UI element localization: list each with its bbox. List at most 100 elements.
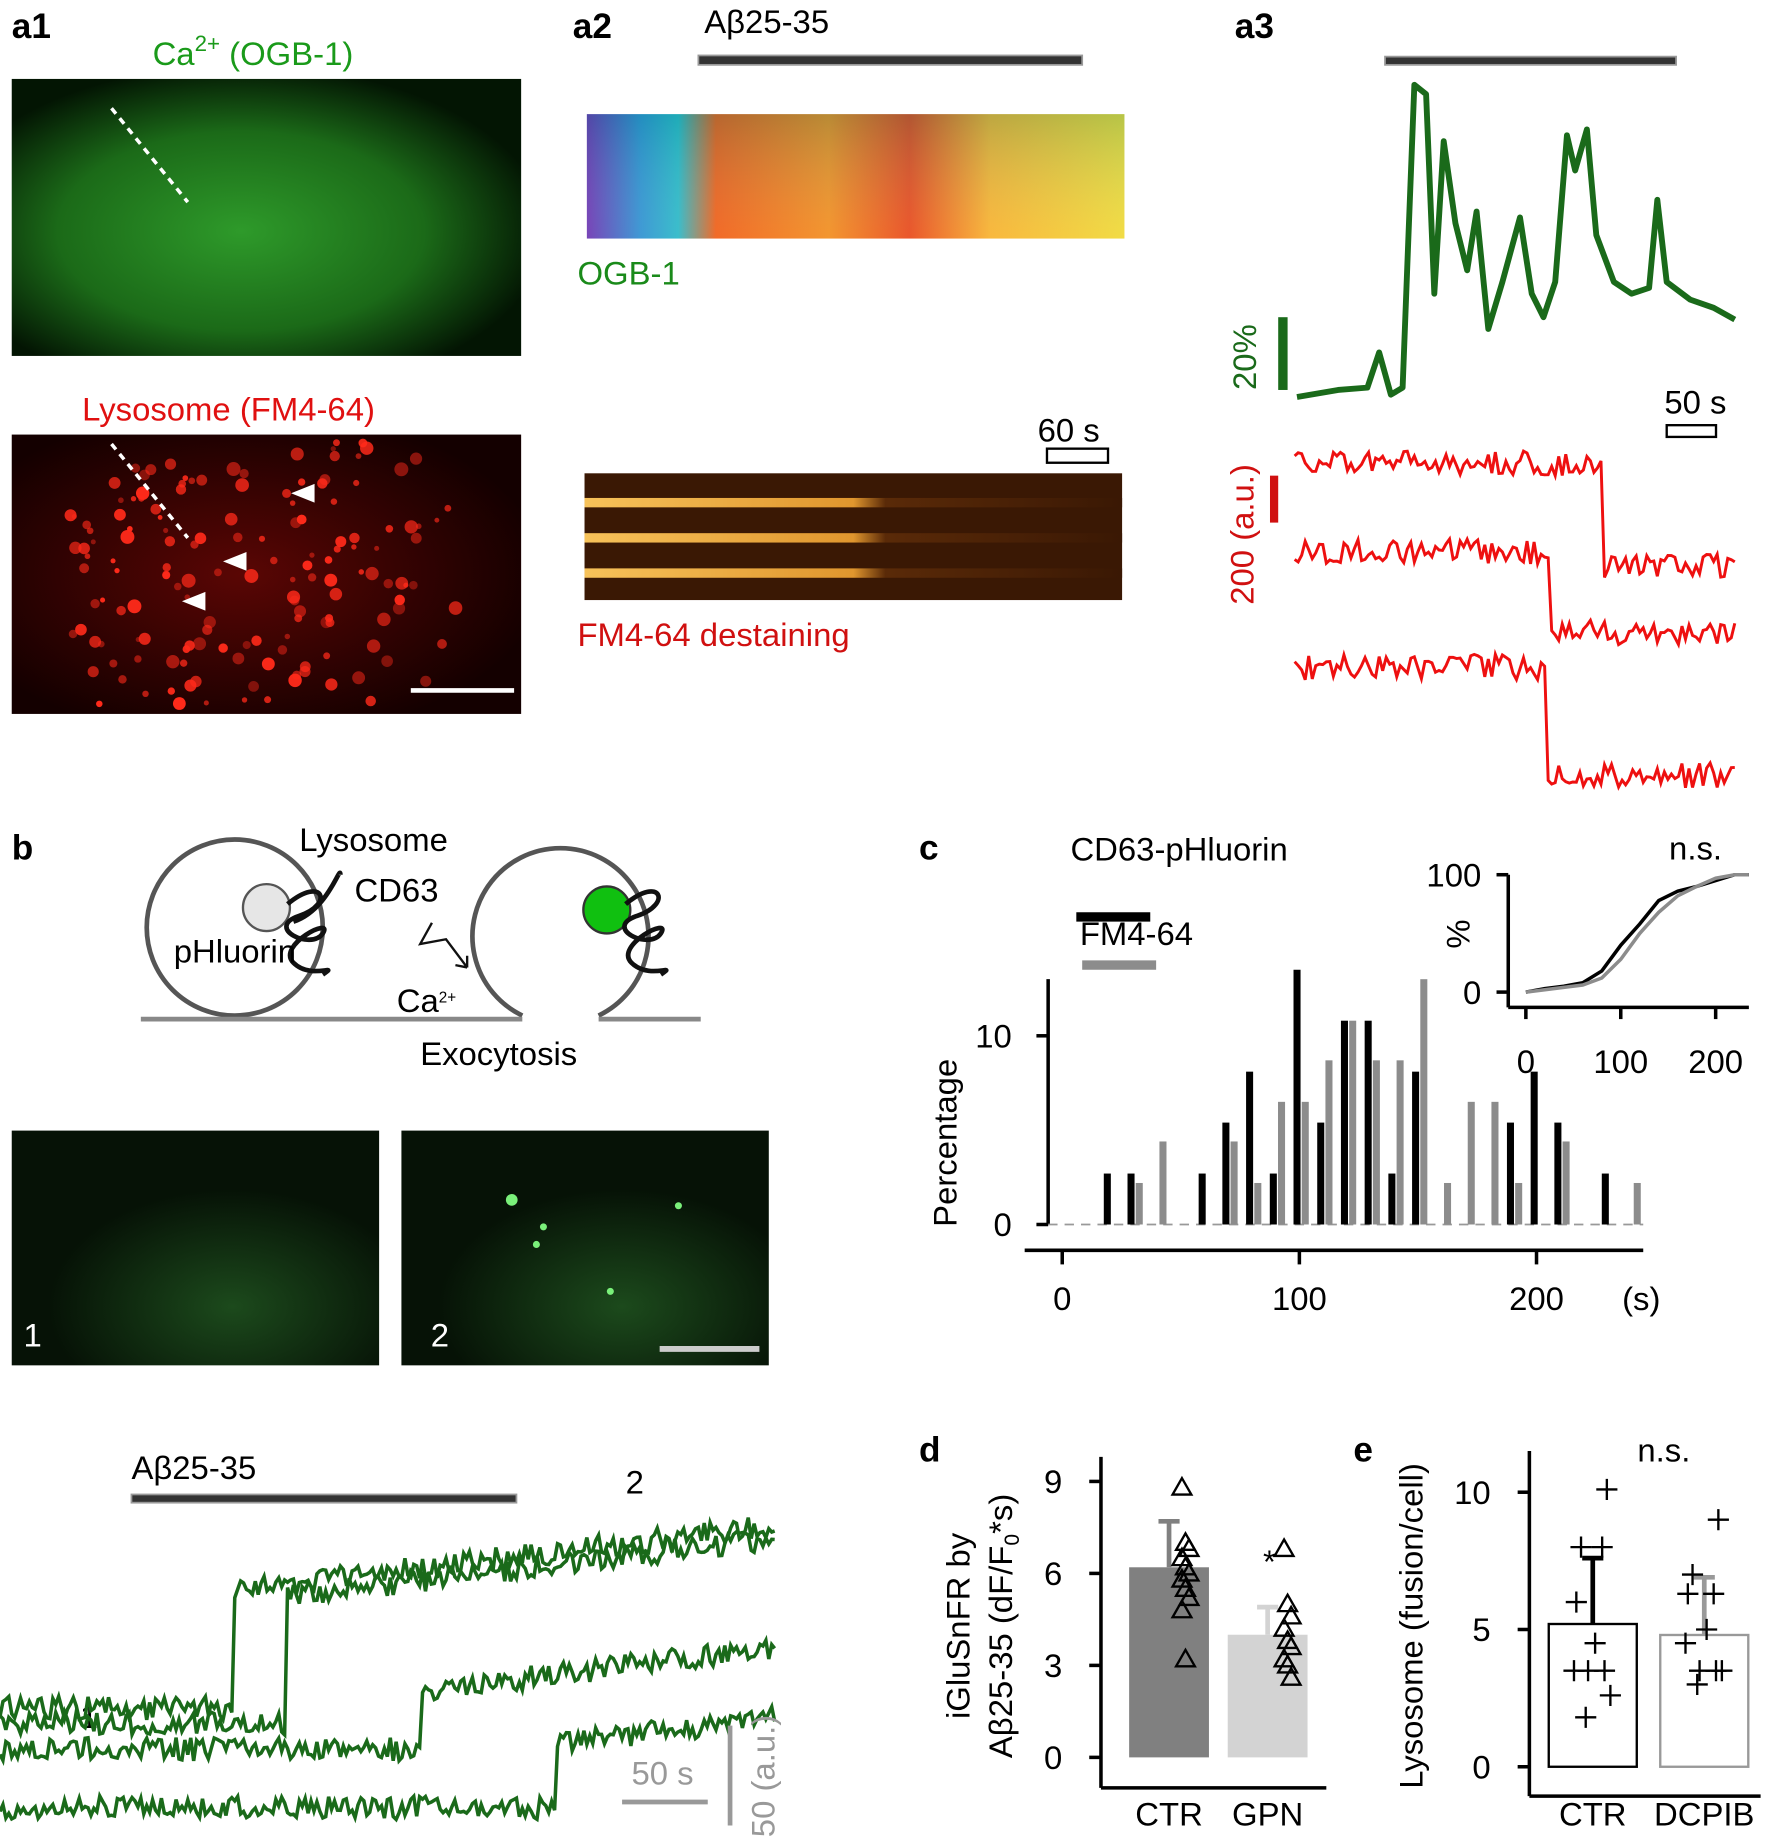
punctum bbox=[181, 573, 196, 588]
x-tick-label: 100 bbox=[1272, 1280, 1327, 1317]
punctum bbox=[394, 462, 409, 477]
histogram-bar bbox=[1301, 1101, 1309, 1225]
punctum bbox=[130, 496, 137, 502]
punctum bbox=[75, 623, 87, 636]
schematic-label: Lysosome bbox=[299, 821, 448, 858]
x-tick-label: CTR bbox=[1559, 1795, 1627, 1832]
y-tick-label: 0 bbox=[1044, 1739, 1062, 1776]
punctum bbox=[172, 697, 186, 710]
label-superscript: 2+ bbox=[439, 990, 456, 1007]
punctum bbox=[297, 478, 306, 486]
cd63 bbox=[284, 870, 343, 977]
punctum bbox=[116, 605, 126, 616]
punctum bbox=[174, 582, 182, 591]
panel-b: b Lysosome CD63 pHluorin Ca2+ Exocytosis… bbox=[0, 821, 782, 1837]
time-point: 2 bbox=[626, 1463, 644, 1500]
punctum bbox=[409, 580, 418, 590]
punctum bbox=[162, 571, 171, 580]
histogram-bar bbox=[1159, 1141, 1167, 1225]
histogram-bar bbox=[1254, 1182, 1262, 1225]
panel-label: d bbox=[919, 1431, 941, 1470]
punctum bbox=[214, 568, 222, 577]
error-bar bbox=[1257, 1604, 1279, 1635]
label-subscript: 0 bbox=[1001, 1534, 1024, 1546]
data-point bbox=[1170, 1475, 1194, 1496]
punctum bbox=[142, 690, 149, 698]
punctum bbox=[352, 671, 366, 685]
histogram-bar bbox=[1601, 1173, 1609, 1225]
punctum bbox=[134, 655, 142, 663]
punctum bbox=[282, 488, 292, 498]
phluorin-traces bbox=[0, 1515, 777, 1824]
punctum bbox=[333, 545, 341, 553]
punctum bbox=[241, 697, 248, 703]
punctum bbox=[329, 587, 343, 601]
y-tick-label: 5 bbox=[1472, 1611, 1490, 1648]
treatment-label: Aβ25-35 bbox=[704, 3, 829, 40]
phluorin-dark bbox=[241, 882, 292, 933]
histogram-bar bbox=[1278, 1101, 1286, 1225]
data-point bbox=[1681, 1564, 1704, 1586]
data-point bbox=[1570, 1536, 1592, 1558]
punctum bbox=[330, 446, 336, 452]
punctum bbox=[434, 517, 440, 523]
punctum bbox=[130, 463, 141, 473]
punctum bbox=[118, 675, 127, 684]
y-tick-label: 9 bbox=[1044, 1463, 1062, 1500]
x-tick-label: CTR bbox=[1135, 1795, 1203, 1832]
punctum bbox=[324, 573, 338, 587]
punctum bbox=[294, 605, 307, 618]
histogram-bar bbox=[1467, 1101, 1475, 1225]
punctum bbox=[290, 447, 304, 461]
punctum bbox=[302, 560, 313, 571]
data-point bbox=[1174, 1647, 1197, 1668]
punctum bbox=[329, 450, 340, 462]
trace bbox=[1293, 648, 1735, 791]
punctum bbox=[114, 508, 126, 521]
kymograph-streak bbox=[584, 568, 1123, 578]
data-point bbox=[1276, 1592, 1300, 1613]
histogram-bar bbox=[1103, 1173, 1111, 1225]
punctum bbox=[377, 612, 391, 627]
data-point bbox=[1279, 1604, 1303, 1625]
punctum bbox=[178, 479, 187, 488]
treatment-bar bbox=[1384, 55, 1677, 66]
bar bbox=[1659, 1633, 1750, 1768]
punctum bbox=[355, 453, 362, 459]
y-tick-label: 10 bbox=[975, 1018, 1012, 1055]
calcium-trace bbox=[1296, 81, 1737, 400]
punctum bbox=[261, 657, 275, 671]
punctum bbox=[239, 468, 249, 479]
x-tick-label: 200 bbox=[1509, 1280, 1564, 1317]
data-point bbox=[1696, 1618, 1718, 1641]
punctum bbox=[135, 486, 150, 500]
x-tick-label: 200 bbox=[1688, 1043, 1743, 1080]
punctum bbox=[277, 645, 288, 655]
x-tick-label: DCPIB bbox=[1654, 1795, 1754, 1832]
x-tick-label: 100 bbox=[1593, 1043, 1648, 1080]
punctum bbox=[162, 563, 171, 572]
image-number: 1 bbox=[23, 1317, 41, 1354]
punctum bbox=[383, 578, 394, 589]
punctum bbox=[349, 532, 360, 544]
kymograph-label: FM4-64 destaining bbox=[577, 616, 849, 653]
data-point bbox=[1170, 1598, 1194, 1619]
punctum bbox=[403, 582, 409, 588]
punctum bbox=[164, 458, 177, 470]
data-point bbox=[1677, 1583, 1699, 1605]
punctum bbox=[164, 536, 176, 547]
punctum bbox=[226, 462, 241, 477]
punctum bbox=[290, 517, 302, 529]
panel-label: e bbox=[1353, 1431, 1373, 1470]
data-point bbox=[1711, 1660, 1733, 1682]
punctum bbox=[404, 520, 418, 534]
trace bbox=[0, 1701, 777, 1824]
histogram-bar bbox=[1340, 1020, 1348, 1225]
y-axis-label: Lysosome (fusion/cell) bbox=[1393, 1463, 1430, 1789]
data-point bbox=[1272, 1616, 1296, 1637]
scale-label: 20% bbox=[1226, 324, 1263, 390]
scale-label: 50 s bbox=[631, 1754, 693, 1791]
panel-label: a3 bbox=[1235, 7, 1274, 46]
data-point bbox=[1674, 1632, 1697, 1654]
